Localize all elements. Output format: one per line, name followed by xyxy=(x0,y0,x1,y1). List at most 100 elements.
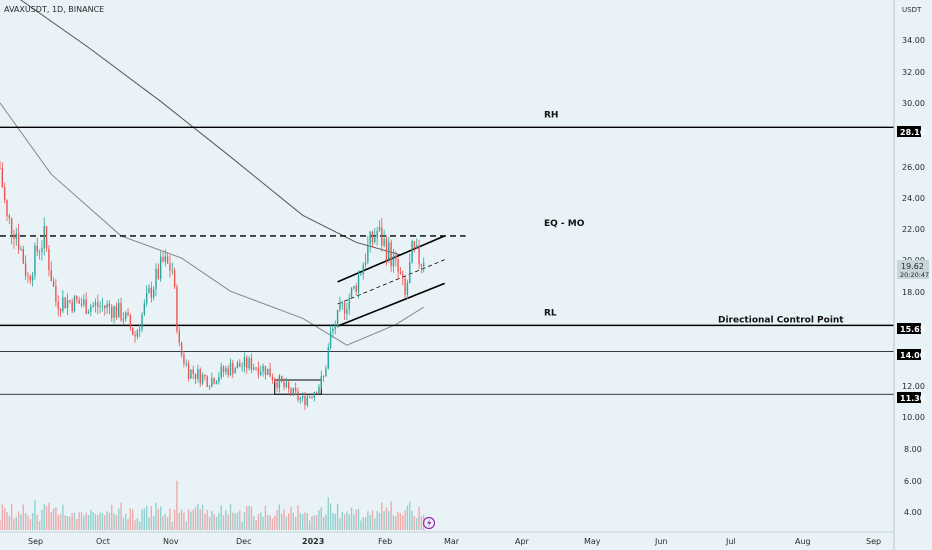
volume-bar xyxy=(57,515,59,530)
volume-bar xyxy=(313,515,315,530)
candle-body xyxy=(111,307,113,318)
time-axis[interactable]: Sep Oct Nov Dec 2023 Feb Mar Apr May Jun… xyxy=(28,537,881,546)
candle-body xyxy=(59,309,62,312)
volume-bar xyxy=(99,512,101,530)
volume-bar xyxy=(101,513,104,530)
volume-bar xyxy=(418,506,420,530)
volume-bar xyxy=(8,516,11,530)
volume-bar xyxy=(260,512,262,530)
volume-bar xyxy=(267,515,269,530)
price-tick: 24.00 xyxy=(902,194,925,203)
candle-body xyxy=(346,309,348,314)
candle-body xyxy=(320,376,322,387)
volume-bar xyxy=(390,501,392,530)
candle-body xyxy=(27,275,29,277)
candle-body xyxy=(173,270,176,287)
candle-body xyxy=(166,256,169,264)
level-note: Directional Control Point xyxy=(718,315,844,325)
candle-body xyxy=(204,374,206,377)
volume-bar xyxy=(399,513,402,530)
candle-body xyxy=(94,302,97,306)
candle-body xyxy=(420,264,423,267)
volume-bar xyxy=(290,507,292,530)
volume-bar xyxy=(336,503,339,530)
price-tick: 34.00 xyxy=(902,36,925,45)
volume-bar xyxy=(6,512,8,530)
candle-body xyxy=(76,295,78,301)
volume-bar xyxy=(367,511,369,530)
candle-body xyxy=(241,366,243,368)
volume-bar xyxy=(287,513,290,530)
candle-body xyxy=(404,278,406,295)
candle-body xyxy=(101,305,104,307)
volume-bar xyxy=(208,516,211,530)
volume-bar xyxy=(97,515,99,530)
volume-bar xyxy=(255,520,257,530)
price-tick: 26.00 xyxy=(902,163,925,172)
price-tick: 8.00 xyxy=(904,445,922,454)
volume-bar xyxy=(111,504,113,530)
candle-body xyxy=(413,241,416,248)
volume-bar xyxy=(183,512,185,530)
volume-bar xyxy=(199,509,201,530)
candle-body xyxy=(348,297,350,310)
volume-bar xyxy=(285,516,288,530)
volume-bar xyxy=(413,515,416,530)
volume-bar xyxy=(353,514,355,530)
candle-body xyxy=(229,362,232,376)
level-label: RH xyxy=(544,110,558,120)
volume-bar xyxy=(406,505,409,530)
alert-icon[interactable] xyxy=(422,516,436,530)
candle-body xyxy=(350,288,353,298)
level-tag-text: 28.16 xyxy=(900,128,926,137)
volume-bar xyxy=(325,514,327,530)
candle-body xyxy=(87,311,90,314)
volume-bar xyxy=(348,514,350,530)
candle-body xyxy=(180,342,183,355)
volume-bar xyxy=(213,514,215,530)
price-axis[interactable]: USDT 34.00 32.00 30.00 28.16 26.00 24.00… xyxy=(897,6,929,517)
plot-area[interactable]: RH EQ - MO RL Directional Control Point xyxy=(0,0,894,530)
candle-body xyxy=(423,262,425,267)
volume-bar xyxy=(52,508,55,530)
volume-bar xyxy=(66,515,69,530)
candle-body xyxy=(385,238,388,261)
volume-bar xyxy=(294,517,297,530)
candle-body xyxy=(411,241,413,263)
volume-bar xyxy=(315,515,318,530)
time-tick: Apr xyxy=(515,537,530,546)
candle-body xyxy=(150,287,153,298)
volume-bar xyxy=(206,509,208,530)
volume-bar xyxy=(378,512,381,530)
volume-bar xyxy=(62,504,64,530)
volume-bar xyxy=(150,506,153,530)
horizontal-levels[interactable]: RH EQ - MO RL Directional Control Point xyxy=(0,110,894,395)
candle-body xyxy=(397,259,399,272)
candle-body xyxy=(276,381,278,388)
volume-bar xyxy=(155,502,157,530)
candle-body xyxy=(90,306,92,312)
volume-bar xyxy=(169,508,171,530)
price-tick: 30.00 xyxy=(902,99,925,108)
candle-body xyxy=(220,366,222,378)
candle-body xyxy=(22,248,24,264)
volume-bar xyxy=(388,511,390,530)
volume-bar xyxy=(22,504,24,530)
candle-body xyxy=(183,354,185,364)
candle-body xyxy=(10,218,13,235)
volume-bar xyxy=(152,515,155,530)
volume-bar xyxy=(162,515,164,530)
volume-bar xyxy=(225,510,227,530)
candle-body xyxy=(120,302,122,321)
candle-body xyxy=(325,368,327,377)
candle-body xyxy=(304,395,306,405)
candles xyxy=(0,161,425,411)
candle-body xyxy=(262,365,264,372)
candle-body xyxy=(211,378,213,387)
candle-body xyxy=(38,251,41,253)
volume-bar xyxy=(392,515,395,530)
volume-bar xyxy=(138,521,141,530)
volume-bar xyxy=(329,503,332,530)
volume-bar xyxy=(304,512,306,530)
